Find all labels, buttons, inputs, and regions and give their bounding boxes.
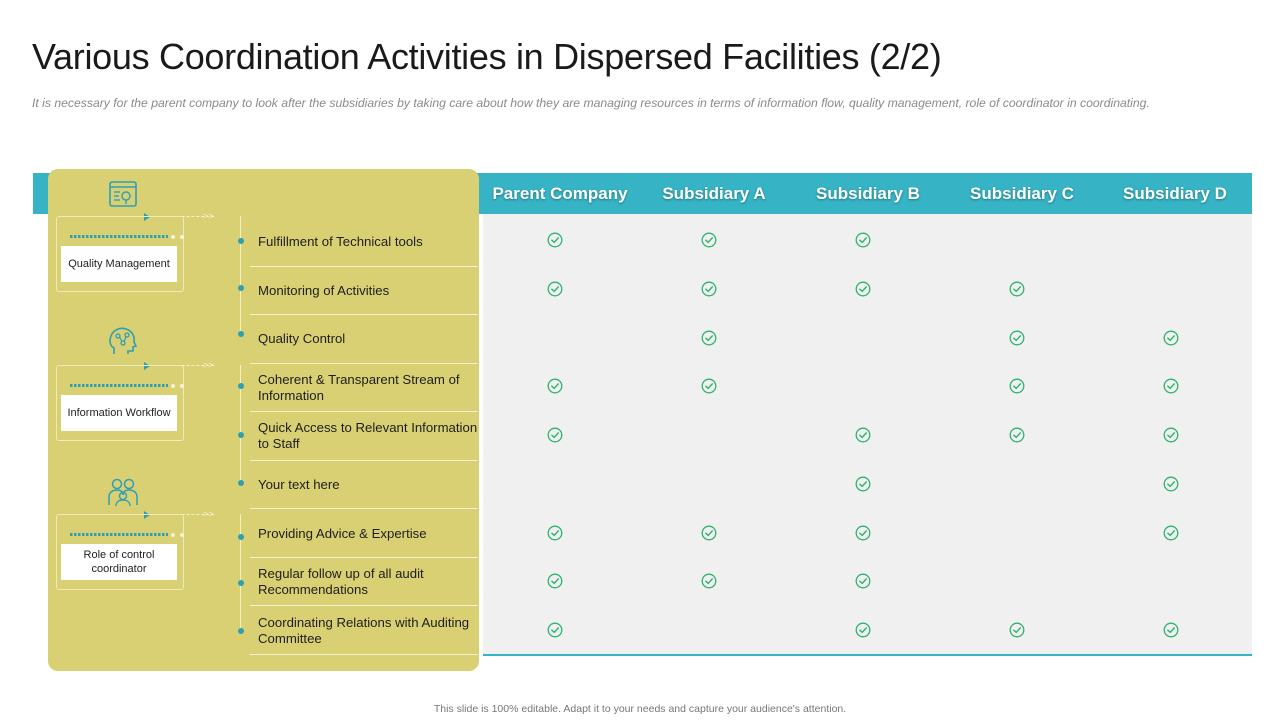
category-box-quality-management: [56, 216, 184, 292]
category-bar-dot: [171, 235, 175, 239]
category-bar-dot: [180, 533, 184, 537]
row-bullet: [238, 383, 244, 389]
check-icon: [1163, 427, 1179, 443]
row-bullet: [238, 331, 244, 337]
table-body: [483, 214, 1252, 655]
head-network-icon: [109, 327, 138, 354]
page-subtitle: It is necessary for the parent company t…: [32, 96, 1150, 110]
row-bullet: [238, 534, 244, 540]
check-icon: [547, 622, 563, 638]
category-bar-dot: [180, 235, 184, 239]
arrow-right-icon: [144, 213, 150, 221]
table-bottom-border: [483, 654, 1252, 656]
group-connector-line: [240, 365, 241, 483]
category-label-information-workflow: Information Workflow: [61, 395, 177, 431]
arrow-right-icon: [144, 511, 150, 519]
tools-screen-icon: [109, 181, 137, 207]
row-label: Monitoring of Activities: [258, 283, 390, 298]
check-icon: [1009, 622, 1025, 638]
category-progress-bar: [70, 533, 168, 536]
check-icon: [701, 573, 717, 589]
check-icon: [1163, 525, 1179, 541]
check-icon: [547, 525, 563, 541]
column-header-subsidiary-b: Subsidiary B: [816, 184, 920, 203]
category-bar-dot: [171, 384, 175, 388]
column-header-subsidiary-d: Subsidiary D: [1123, 184, 1227, 203]
row-label: Fulfillment of Technical tools: [258, 234, 423, 249]
row-divider: [250, 266, 478, 267]
row-divider: [250, 460, 478, 461]
column-header-subsidiary-a: Subsidiary A: [662, 184, 766, 203]
row-label: Providing Advice & Expertise: [258, 526, 427, 541]
group-connector-line: [240, 216, 241, 336]
category-box-information-workflow: [56, 365, 184, 441]
row-divider: [250, 411, 478, 412]
row-bullet: [238, 238, 244, 244]
row-divider: [250, 654, 478, 655]
row-bullet: [238, 628, 244, 634]
chevrons-icon: >>: [203, 509, 214, 519]
check-icon: [701, 232, 717, 248]
check-icon: [1009, 281, 1025, 297]
row-divider: [250, 605, 478, 606]
check-icon: [547, 427, 563, 443]
check-icon: [855, 476, 871, 492]
check-icon: [855, 525, 871, 541]
row-divider: [250, 363, 478, 364]
row-label: Quality Control: [258, 331, 346, 346]
check-icon: [855, 281, 871, 297]
row-label: Coherent & Transparent Stream of Informa…: [258, 372, 460, 403]
group-connector-line: [240, 514, 241, 632]
check-icon: [547, 232, 563, 248]
row-bullet: [238, 285, 244, 291]
row-label: Coordinating Relations with Auditing Com…: [258, 615, 470, 646]
check-icon: [855, 232, 871, 248]
chevrons-icon: >>: [203, 360, 214, 370]
footer-note: This slide is 100% editable. Adapt it to…: [433, 703, 847, 715]
check-icon: [701, 281, 717, 297]
row-label: Quick Access to Relevant Information to …: [258, 420, 478, 451]
page-title: Various Coordination Activities in Dispe…: [32, 36, 942, 77]
category-bar-dot: [171, 533, 175, 537]
check-icon: [1163, 330, 1179, 346]
check-icon: [547, 573, 563, 589]
check-icon: [701, 378, 717, 394]
team-people-icon: [108, 478, 138, 507]
check-icon: [855, 622, 871, 638]
check-icon: [1163, 378, 1179, 394]
check-icon: [1009, 427, 1025, 443]
check-icon: [547, 281, 563, 297]
check-icon: [547, 378, 563, 394]
row-divider: [250, 314, 478, 315]
row-bullet: [238, 432, 244, 438]
category-label-role-of-control-coordinator: Role of control coordinator: [61, 544, 177, 580]
check-icon: [855, 573, 871, 589]
category-bar-dot: [180, 384, 184, 388]
row-label: Your text here: [258, 477, 340, 492]
row-bullet: [238, 480, 244, 486]
check-icon: [1163, 476, 1179, 492]
check-icon: [855, 427, 871, 443]
column-header-parent-company: Parent Company: [492, 184, 628, 203]
row-bullet: [238, 580, 244, 586]
chevrons-icon: >>: [203, 211, 214, 221]
category-label-quality-management: Quality Management: [61, 246, 177, 282]
check-icon: [701, 330, 717, 346]
check-icon: [1009, 330, 1025, 346]
row-divider: [250, 557, 478, 558]
category-box-role-of-control-coordinator: [56, 514, 184, 590]
row-divider: [250, 508, 478, 509]
category-progress-bar: [70, 384, 168, 387]
check-icon: [1009, 378, 1025, 394]
row-label: Regular follow up of all audit Recommend…: [258, 566, 424, 597]
category-progress-bar: [70, 235, 168, 238]
arrow-right-icon: [144, 362, 150, 370]
check-icon: [1163, 622, 1179, 638]
check-icon: [701, 525, 717, 541]
column-header-subsidiary-c: Subsidiary C: [970, 184, 1074, 203]
